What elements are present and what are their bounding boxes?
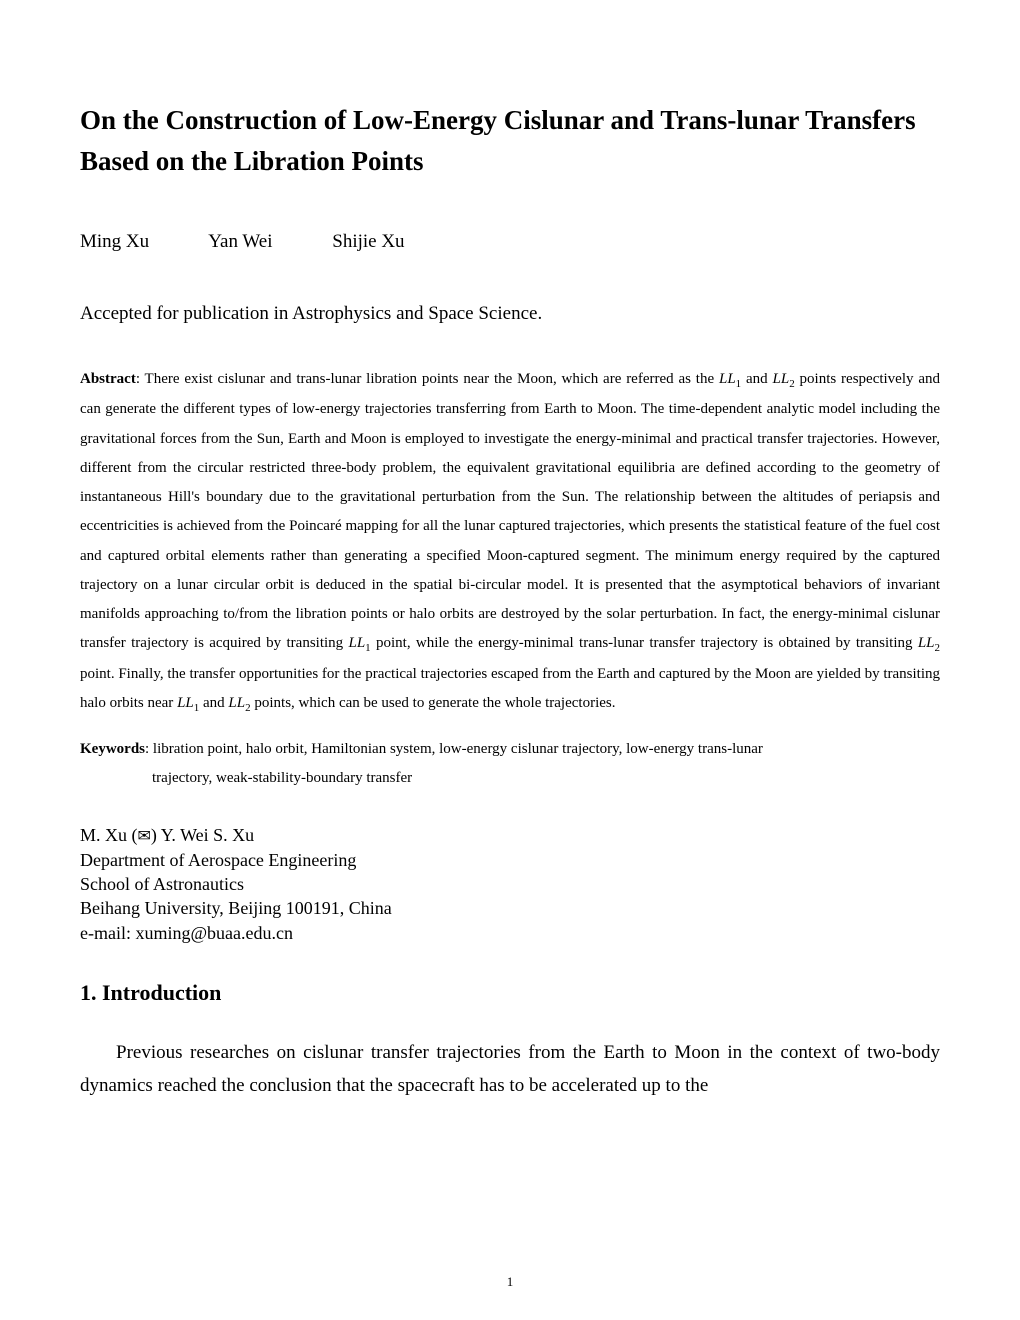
affiliation-authors: M. Xu (✉) Y. Wei S. Xu	[80, 823, 940, 848]
ll3-symbol: LL	[348, 635, 365, 651]
affiliation-block: M. Xu (✉) Y. Wei S. Xu Department of Aer…	[80, 823, 940, 945]
keywords-block: Keywords: libration point, halo orbit, H…	[80, 735, 940, 794]
ll4-sub: 2	[935, 642, 941, 654]
paper-title: On the Construction of Low-Energy Cislun…	[80, 100, 940, 181]
ll4-symbol: LL	[918, 635, 935, 651]
ll2-symbol: LL	[773, 371, 790, 387]
keywords-line-1: : libration point, halo orbit, Hamiltoni…	[145, 741, 763, 757]
page-number: 1	[507, 1274, 514, 1290]
abstract-text-3: points respectively and can generate the…	[80, 371, 940, 651]
keywords-label: Keywords	[80, 741, 145, 757]
acceptance-note: Accepted for publication in Astrophysics…	[80, 303, 940, 325]
ll5-symbol: LL	[177, 695, 194, 711]
ll6-symbol: LL	[228, 695, 245, 711]
authors-line: Ming Xu Yan Wei Shijie Xu	[80, 231, 940, 253]
author-2: Yan Wei	[208, 231, 272, 252]
abstract-text-2: and	[741, 371, 772, 387]
abstract-block: Abstract: There exist cislunar and trans…	[80, 365, 940, 720]
ll1-symbol: LL	[719, 371, 736, 387]
abstract-label: Abstract	[80, 371, 136, 387]
abstract-text-6: and	[199, 695, 228, 711]
affiliation-dept: Department of Aerospace Engineering	[80, 848, 940, 872]
other-authors: ) Y. Wei S. Xu	[151, 825, 254, 845]
abstract-text-1: : There exist cislunar and trans-lunar l…	[136, 371, 719, 387]
author-1: Ming Xu	[80, 231, 149, 252]
affiliation-university: Beihang University, Beijing 100191, Chin…	[80, 896, 940, 920]
envelope-icon: ✉	[138, 828, 151, 845]
intro-paragraph: Previous researches on cislunar transfer…	[80, 1036, 940, 1103]
author-3: Shijie Xu	[332, 231, 404, 252]
abstract-text-4: point, while the energy-minimal trans-lu…	[371, 635, 918, 651]
section-1-heading: 1. Introduction	[80, 980, 940, 1006]
keywords-line-2: trajectory, weak-stability-boundary tran…	[80, 764, 940, 793]
affiliation-school: School of Astronautics	[80, 872, 940, 896]
corresp-author: M. Xu (	[80, 825, 138, 845]
abstract-text-7: points, which can be used to generate th…	[251, 695, 616, 711]
affiliation-email: e-mail: xuming@buaa.edu.cn	[80, 921, 940, 945]
